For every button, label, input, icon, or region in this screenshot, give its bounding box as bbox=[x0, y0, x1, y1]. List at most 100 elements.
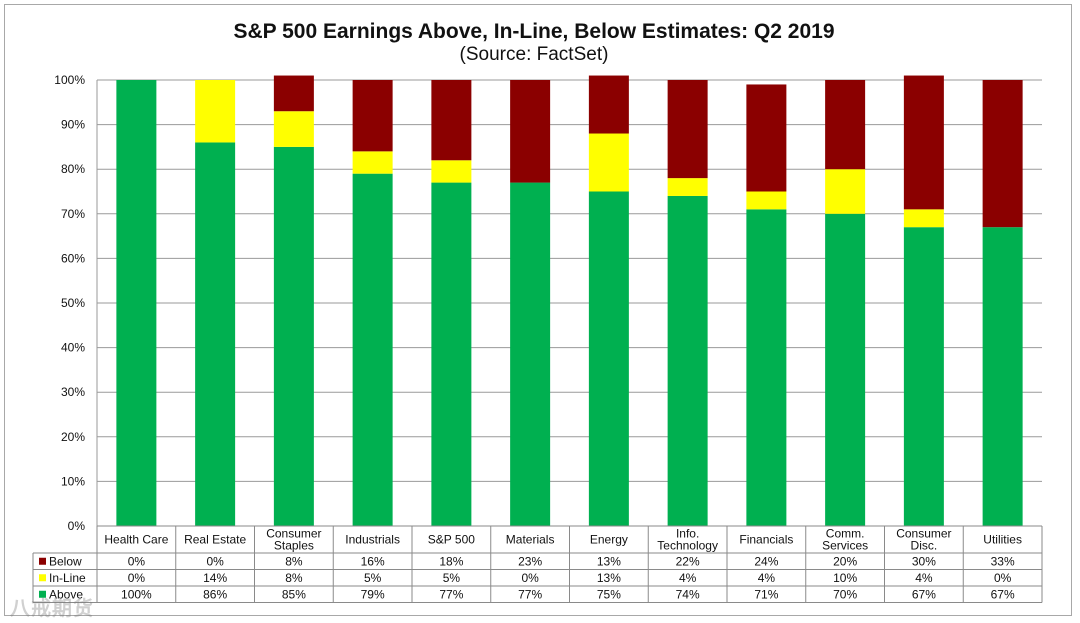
bar-in-line bbox=[825, 169, 866, 214]
data-label: 4% bbox=[679, 571, 697, 585]
data-label: 79% bbox=[361, 587, 385, 601]
data-label: 0% bbox=[994, 571, 1012, 585]
data-label: 77% bbox=[518, 587, 542, 601]
x-category-label: Comm. bbox=[826, 527, 865, 541]
data-label: 75% bbox=[597, 587, 621, 601]
x-category-label: Health Care bbox=[104, 533, 168, 547]
bar-above bbox=[510, 182, 551, 526]
legend-label: In-Line bbox=[49, 571, 86, 585]
bar-below bbox=[273, 75, 314, 112]
data-label: 71% bbox=[754, 587, 778, 601]
bar-above bbox=[825, 213, 866, 527]
bar-below bbox=[746, 84, 787, 192]
data-label: 0% bbox=[128, 554, 146, 568]
data-label: 18% bbox=[439, 554, 463, 568]
data-label: 13% bbox=[597, 554, 621, 568]
data-label: 22% bbox=[676, 554, 700, 568]
bar-above bbox=[273, 146, 314, 526]
x-category-label: Utilities bbox=[983, 533, 1022, 547]
data-label: 24% bbox=[754, 554, 778, 568]
y-tick-label: 20% bbox=[61, 430, 85, 444]
chart-frame bbox=[4, 4, 1072, 616]
x-category-label: Energy bbox=[590, 533, 628, 547]
bar-above bbox=[352, 173, 393, 526]
data-label: 23% bbox=[518, 554, 542, 568]
y-tick-label: 70% bbox=[61, 207, 85, 221]
bar-below bbox=[352, 80, 393, 152]
data-label: 0% bbox=[128, 571, 146, 585]
x-category-label: Services bbox=[822, 539, 868, 553]
y-tick-label: 90% bbox=[61, 118, 85, 132]
data-label: 8% bbox=[285, 571, 303, 585]
x-category-label: Consumer bbox=[896, 527, 951, 541]
chart-subtitle: (Source: FactSet) bbox=[459, 44, 609, 65]
data-label: 8% bbox=[285, 554, 303, 568]
data-label: 4% bbox=[758, 571, 776, 585]
x-category-label: Technology bbox=[657, 539, 718, 553]
data-label: 5% bbox=[364, 571, 382, 585]
data-label: 13% bbox=[597, 571, 621, 585]
y-tick-label: 40% bbox=[61, 341, 85, 355]
data-label: 0% bbox=[206, 554, 224, 568]
bar-above bbox=[195, 142, 236, 526]
bar-above bbox=[116, 80, 157, 526]
bar-below bbox=[903, 75, 944, 210]
data-label: 33% bbox=[991, 554, 1015, 568]
data-label: 85% bbox=[282, 587, 306, 601]
data-label: 0% bbox=[521, 571, 539, 585]
bar-in-line bbox=[352, 151, 393, 174]
data-label: 86% bbox=[203, 587, 227, 601]
bar-above bbox=[903, 227, 944, 526]
legend-swatch-in-line bbox=[39, 574, 46, 582]
bar-in-line bbox=[273, 111, 314, 147]
data-label: 70% bbox=[833, 587, 857, 601]
data-label: 67% bbox=[991, 587, 1015, 601]
x-category-label: Disc. bbox=[911, 539, 938, 553]
data-label: 30% bbox=[912, 554, 936, 568]
x-category-label: Financials bbox=[739, 533, 793, 547]
y-tick-label: 10% bbox=[61, 474, 85, 488]
data-label: 77% bbox=[439, 587, 463, 601]
x-category-label: Info. bbox=[676, 527, 699, 541]
chart-title: S&P 500 Earnings Above, In-Line, Below E… bbox=[233, 20, 835, 43]
y-tick-label: 60% bbox=[61, 251, 85, 265]
bar-below bbox=[825, 80, 866, 170]
bar-below bbox=[510, 80, 551, 183]
bar-in-line bbox=[195, 80, 236, 143]
legend-swatch-below bbox=[39, 557, 46, 565]
y-tick-label: 100% bbox=[54, 73, 85, 87]
x-category-label: Real Estate bbox=[184, 533, 246, 547]
bar-above bbox=[588, 191, 629, 526]
data-label: 74% bbox=[676, 587, 700, 601]
x-category-label: Staples bbox=[274, 539, 314, 553]
y-tick-label: 30% bbox=[61, 385, 85, 399]
bar-in-line bbox=[746, 191, 787, 210]
y-tick-label: 0% bbox=[68, 519, 86, 533]
bar-in-line bbox=[903, 209, 944, 228]
data-label: 67% bbox=[912, 587, 936, 601]
data-label: 10% bbox=[833, 571, 857, 585]
x-category-label: Industrials bbox=[345, 533, 400, 547]
bar-above bbox=[667, 195, 708, 526]
x-category-label: Materials bbox=[506, 533, 555, 547]
legend-label: Below bbox=[49, 554, 82, 568]
data-label: 20% bbox=[833, 554, 857, 568]
bar-in-line bbox=[431, 160, 472, 183]
legend-label: Above bbox=[49, 587, 83, 601]
bar-below bbox=[588, 75, 629, 134]
bar-above bbox=[431, 182, 472, 526]
y-tick-label: 80% bbox=[61, 162, 85, 176]
x-category-label: Consumer bbox=[266, 527, 321, 541]
x-category-label: S&P 500 bbox=[428, 533, 475, 547]
legend-swatch-above bbox=[39, 590, 46, 598]
data-label: 14% bbox=[203, 571, 227, 585]
bar-above bbox=[746, 209, 787, 526]
y-tick-label: 50% bbox=[61, 296, 85, 310]
bar-below bbox=[431, 80, 472, 161]
bar-above bbox=[982, 227, 1023, 526]
bar-below bbox=[982, 80, 1023, 228]
data-label: 16% bbox=[361, 554, 385, 568]
bar-below bbox=[667, 80, 708, 179]
data-label: 5% bbox=[443, 571, 461, 585]
